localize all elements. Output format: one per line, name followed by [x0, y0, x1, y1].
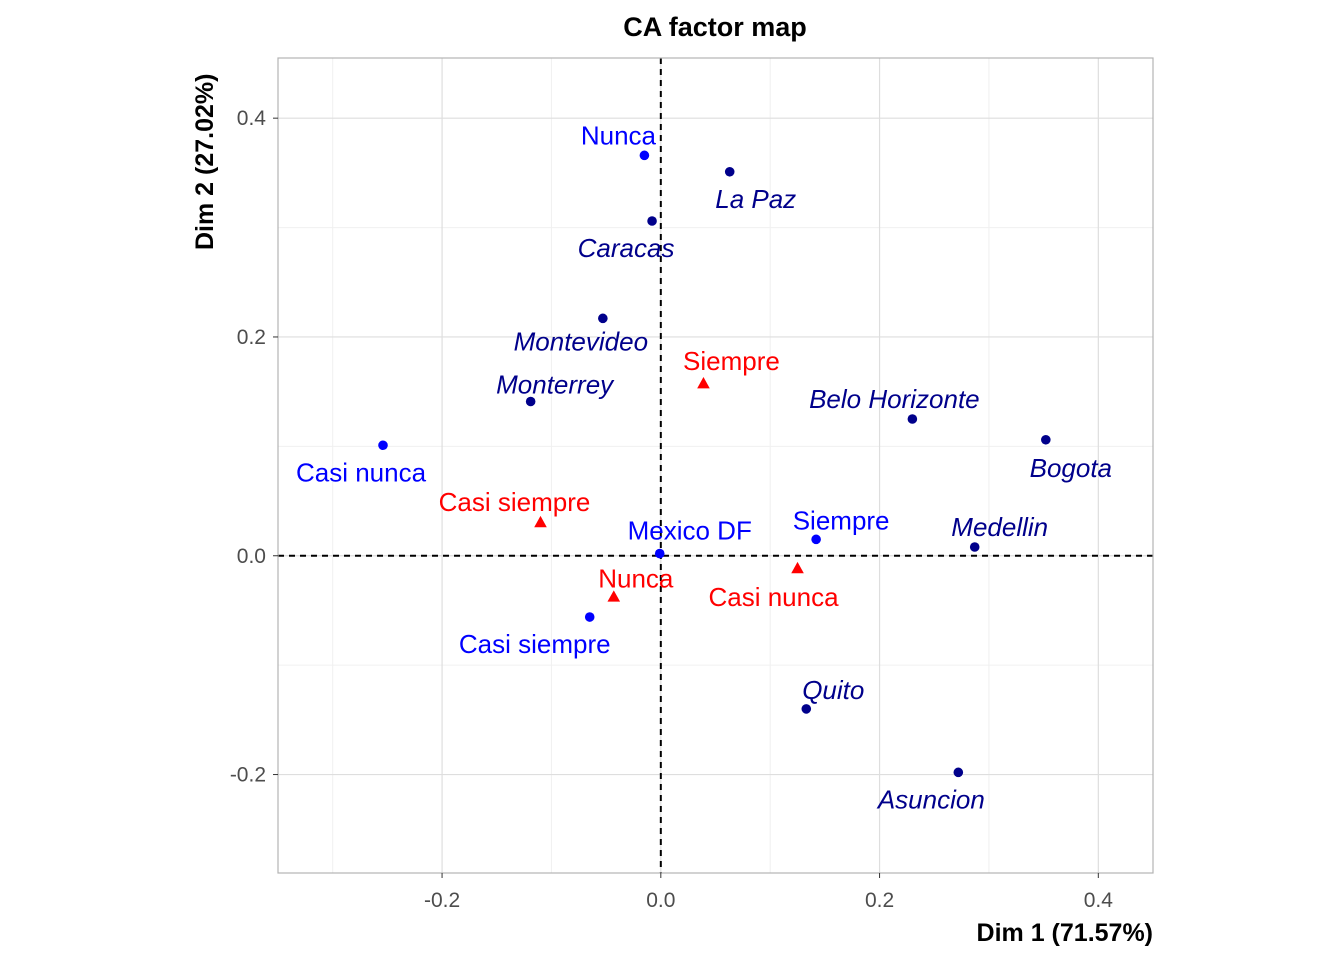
plot-panel	[278, 58, 1153, 873]
rows-asuncion-marker	[953, 767, 964, 778]
rows-la-paz-marker	[724, 166, 735, 177]
y-tick-label: 0.0	[237, 545, 266, 568]
rows-montevideo-label: Montevideo	[514, 326, 648, 356]
y-tick-label: 0.4	[237, 107, 267, 130]
chart-title: CA factor map	[623, 12, 807, 42]
x-tick-label: 0.0	[646, 889, 675, 912]
supp-siempre-marker	[697, 377, 710, 389]
supp-casi-nunca-marker	[791, 561, 804, 574]
y-axis-title: Dim 2 (27.02%)	[191, 74, 219, 250]
rows-caracas-label: Caracas	[578, 233, 675, 263]
cols-casi-siempre-label: Casi siempre	[459, 629, 611, 659]
rows-asuncion-label: Asuncion	[876, 784, 985, 814]
supp-nunca-label: Nunca	[598, 563, 674, 593]
rows-montevideo-marker	[598, 313, 608, 324]
x-tick-label: 0.2	[865, 889, 894, 912]
rows-quito-label: Quito	[802, 675, 864, 705]
supp-casi-nunca-label: Casi nunca	[708, 582, 839, 612]
y-tick-label: 0.2	[237, 326, 266, 349]
supp-casi-siempre-marker	[534, 515, 547, 528]
cols-mexico-df-label: Mexico DF	[628, 516, 752, 546]
cols-mexico-df-marker	[654, 548, 665, 559]
cols-siempre-label: Siempre	[793, 505, 890, 535]
rows-belo-horizonte-marker	[907, 414, 918, 424]
rows-belo-horizonte-label: Belo Horizonte	[809, 384, 980, 414]
cols-nunca-marker	[639, 150, 650, 161]
tick-labels: -0.2 0.0 0.2 0.4 -0.2 0.0 0.2 0.4	[230, 107, 1113, 912]
cols-nunca-label: Nunca	[581, 120, 657, 150]
rows-quito-marker	[801, 704, 812, 714]
supp-nunca-marker	[607, 590, 621, 602]
x-tick-label: -0.2	[424, 889, 460, 912]
cols-siempre-marker	[811, 534, 821, 545]
plot-border	[277, 57, 1154, 874]
rows-monterrey-label: Monterrey	[496, 370, 615, 400]
rows-monterrey-marker	[525, 396, 536, 407]
rows-medellin-label: Medellin	[951, 512, 1048, 542]
data-marks: La Paz Caracas Montevideo Monterrey Belo Hor…	[296, 120, 1112, 814]
rows-bogota-label: Bogota	[1030, 453, 1112, 483]
y-tick-label: -0.2	[230, 764, 266, 787]
rows-caracas-marker	[647, 216, 657, 226]
cols-casi-nunca-label: Casi nunca	[296, 457, 427, 487]
rows-la-paz-label: La Paz	[715, 184, 796, 214]
rows-bogota-marker	[1041, 434, 1051, 445]
cols-casi-siempre-marker	[584, 612, 595, 622]
x-axis-title: Dim 1 (71.57%)	[977, 919, 1153, 947]
supp-siempre-label: Siempre	[683, 346, 780, 376]
x-tick-label: 0.4	[1084, 889, 1114, 912]
supp-casi-siempre-label: Casi siempre	[439, 487, 591, 517]
reference-lines	[278, 58, 1153, 873]
cols-casi-nunca-marker	[378, 440, 388, 451]
rows-medellin-marker	[969, 542, 980, 552]
